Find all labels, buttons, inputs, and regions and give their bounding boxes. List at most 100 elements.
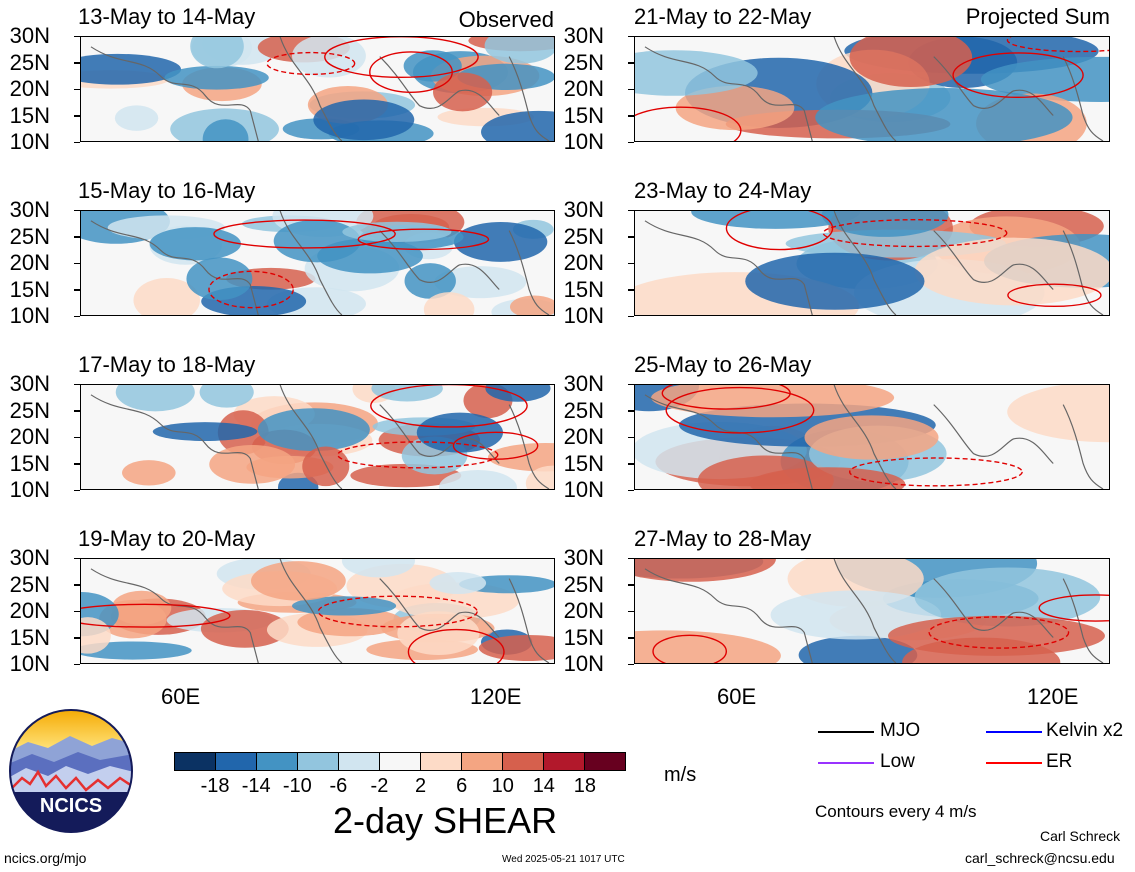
colorbar-swatch [298, 753, 339, 770]
lat-tick [74, 88, 80, 90]
lat-label: 25N [9, 49, 50, 75]
lat-tick [628, 262, 634, 264]
panel-title: 19-May to 20-May [78, 526, 256, 551]
panel-title: 15-May to 16-May [78, 178, 256, 203]
lat-label: 15N [9, 624, 50, 650]
colorbar-swatch [462, 753, 503, 770]
panel-tag: Projected Sum [965, 4, 1110, 29]
lat-label: 20N [563, 76, 604, 101]
legend-label-kelvin: Kelvin x2 [1046, 720, 1124, 741]
lat-label: 10N [9, 129, 50, 154]
lat-tick [628, 35, 634, 37]
shear-map-left-4 [80, 558, 555, 664]
lat-tick [74, 115, 80, 117]
footer-author: Carl Schreck [1040, 828, 1121, 844]
colorbar-tick-label: -10 [282, 775, 312, 797]
lat-tick [628, 141, 634, 143]
lat-tick [74, 436, 80, 438]
panel-title: 13-May to 14-May [78, 4, 256, 29]
colorbar-tick-label: -6 [329, 775, 348, 797]
lat-label: 15N [9, 102, 50, 128]
lat-tick [628, 62, 634, 64]
lat-label: 25N [9, 223, 50, 249]
colorbar-tick-label: -18 [200, 775, 230, 797]
legend-line-low [818, 762, 874, 764]
lat-tick [628, 557, 634, 559]
lat-label: 10N [9, 651, 50, 676]
footer-email: carl_schreck@ncsu.edu [965, 850, 1115, 866]
lat-tick [74, 637, 80, 639]
legend-line-mjo [818, 731, 874, 733]
shear-map-left-2 [80, 210, 555, 316]
lat-label: 25N [563, 571, 604, 597]
lat-label: 15N [563, 276, 604, 302]
lat-tick [74, 463, 80, 465]
lat-tick [628, 489, 634, 491]
legend-label-er: ER [1046, 751, 1073, 772]
panel-title: 25-May to 26-May [634, 352, 812, 377]
panel-title: 21-May to 22-May [634, 4, 812, 29]
panel-title: 23-May to 24-May [634, 178, 812, 203]
colorbar-tick-label: 6 [456, 775, 468, 797]
colorbar-units: m/s [664, 764, 697, 786]
legend-label-low: Low [880, 751, 915, 772]
lat-tick [628, 610, 634, 612]
lat-tick [74, 383, 80, 385]
shear-map-right-1 [634, 36, 1110, 142]
lat-tick [74, 315, 80, 317]
lat-label: 10N [9, 477, 50, 502]
lat-label: 10N [563, 477, 604, 502]
shear-map-right-2 [634, 210, 1110, 316]
lat-label: 25N [563, 397, 604, 423]
lat-label: 25N [9, 397, 50, 423]
colorbar [174, 752, 626, 771]
lat-tick [628, 289, 634, 291]
lat-tick [74, 584, 80, 586]
lon-label-60e-right: 60E [717, 684, 757, 709]
colorbar-swatch [544, 753, 585, 770]
lat-label: 25N [563, 49, 604, 75]
legend-label-mjo: MJO [880, 720, 921, 741]
lat-label: 30N [9, 545, 50, 570]
lat-label: 10N [9, 303, 50, 328]
colorbar-swatch [257, 753, 298, 770]
lat-label: 15N [563, 624, 604, 650]
lat-tick [74, 489, 80, 491]
lat-tick [74, 236, 80, 238]
shear-map-right-4 [634, 558, 1110, 664]
footer-site-link[interactable]: ncics.org/mjo [4, 850, 87, 866]
lat-tick [74, 62, 80, 64]
legend-note: Contours every 4 m/s [815, 802, 977, 821]
lon-label-120e-right: 120E [1027, 684, 1079, 709]
colorbar-tick-label: -2 [370, 775, 389, 797]
lat-tick [74, 35, 80, 37]
colorbar-tick-label: 10 [491, 775, 514, 797]
colorbar-tick-label: 18 [573, 775, 597, 797]
lat-label: 20N [9, 424, 50, 449]
lat-tick [628, 584, 634, 586]
colorbar-tick-label: -14 [241, 775, 271, 797]
lat-label: 30N [563, 371, 604, 396]
panel-title: 27-May to 28-May [634, 526, 812, 551]
lat-label: 30N [9, 197, 50, 222]
lat-label: 25N [9, 571, 50, 597]
lat-tick [628, 463, 634, 465]
lat-label: 30N [9, 371, 50, 396]
colorbar-swatch [380, 753, 421, 770]
lat-tick [74, 262, 80, 264]
colorbar-swatch [503, 753, 544, 770]
lat-label: 15N [563, 102, 604, 128]
lat-label: 30N [563, 23, 604, 48]
lat-label: 10N [563, 303, 604, 328]
lat-label: 30N [563, 197, 604, 222]
lat-label: 20N [9, 76, 50, 101]
shear-map-left-1 [80, 36, 555, 142]
lat-label: 10N [563, 651, 604, 676]
lat-tick [74, 610, 80, 612]
colorbar-title: 2-day SHEAR [333, 800, 558, 841]
panel-title: 17-May to 18-May [78, 352, 256, 377]
logo-text: NCICS [40, 795, 102, 817]
lat-tick [628, 383, 634, 385]
lat-tick [74, 289, 80, 291]
lon-label-120e: 120E [470, 684, 522, 709]
